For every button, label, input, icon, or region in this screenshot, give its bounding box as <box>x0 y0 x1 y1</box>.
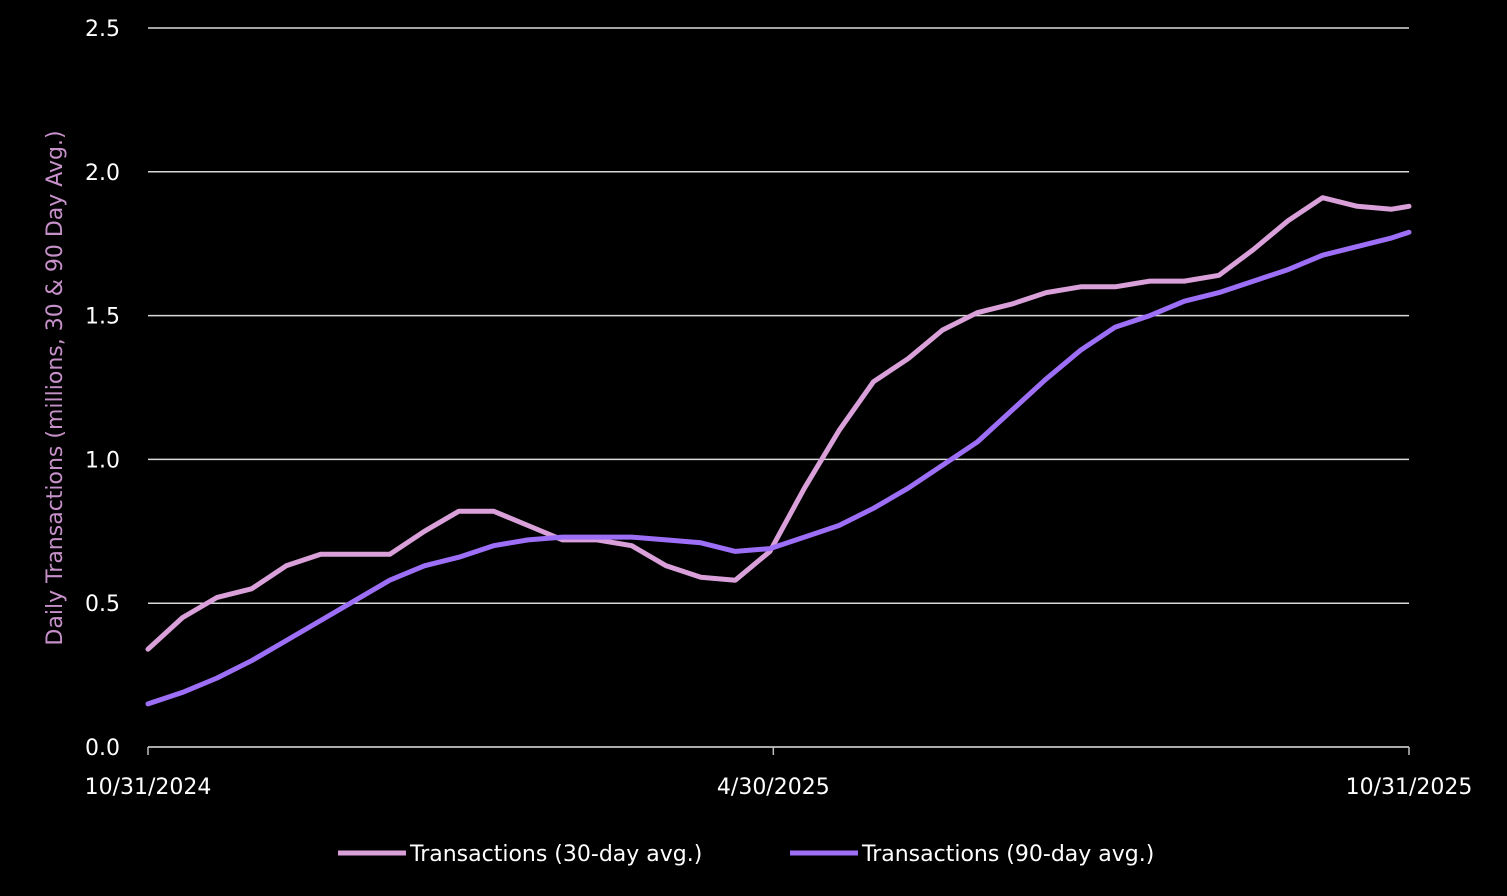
x-tick-label: 10/31/2025 <box>1346 775 1473 800</box>
y-tick-label: 2.5 <box>85 17 120 42</box>
y-tick-label: 0.0 <box>85 736 120 761</box>
y-tick-label: 0.5 <box>85 592 120 617</box>
legend-label: Transactions (90-day avg.) <box>861 842 1154 867</box>
series-line <box>145 195 1412 652</box>
y-tick-label: 1.0 <box>85 448 120 473</box>
legend-label: Transactions (30-day avg.) <box>409 842 702 867</box>
x-tick-label: 4/30/2025 <box>717 775 830 800</box>
y-tick-label: 1.5 <box>85 305 120 330</box>
x-tick-label: 10/31/2024 <box>85 775 212 800</box>
y-axis-label: Daily Transactions (millions, 30 & 90 Da… <box>43 130 68 645</box>
y-tick-label: 2.0 <box>85 161 120 186</box>
series-line <box>145 229 1412 707</box>
